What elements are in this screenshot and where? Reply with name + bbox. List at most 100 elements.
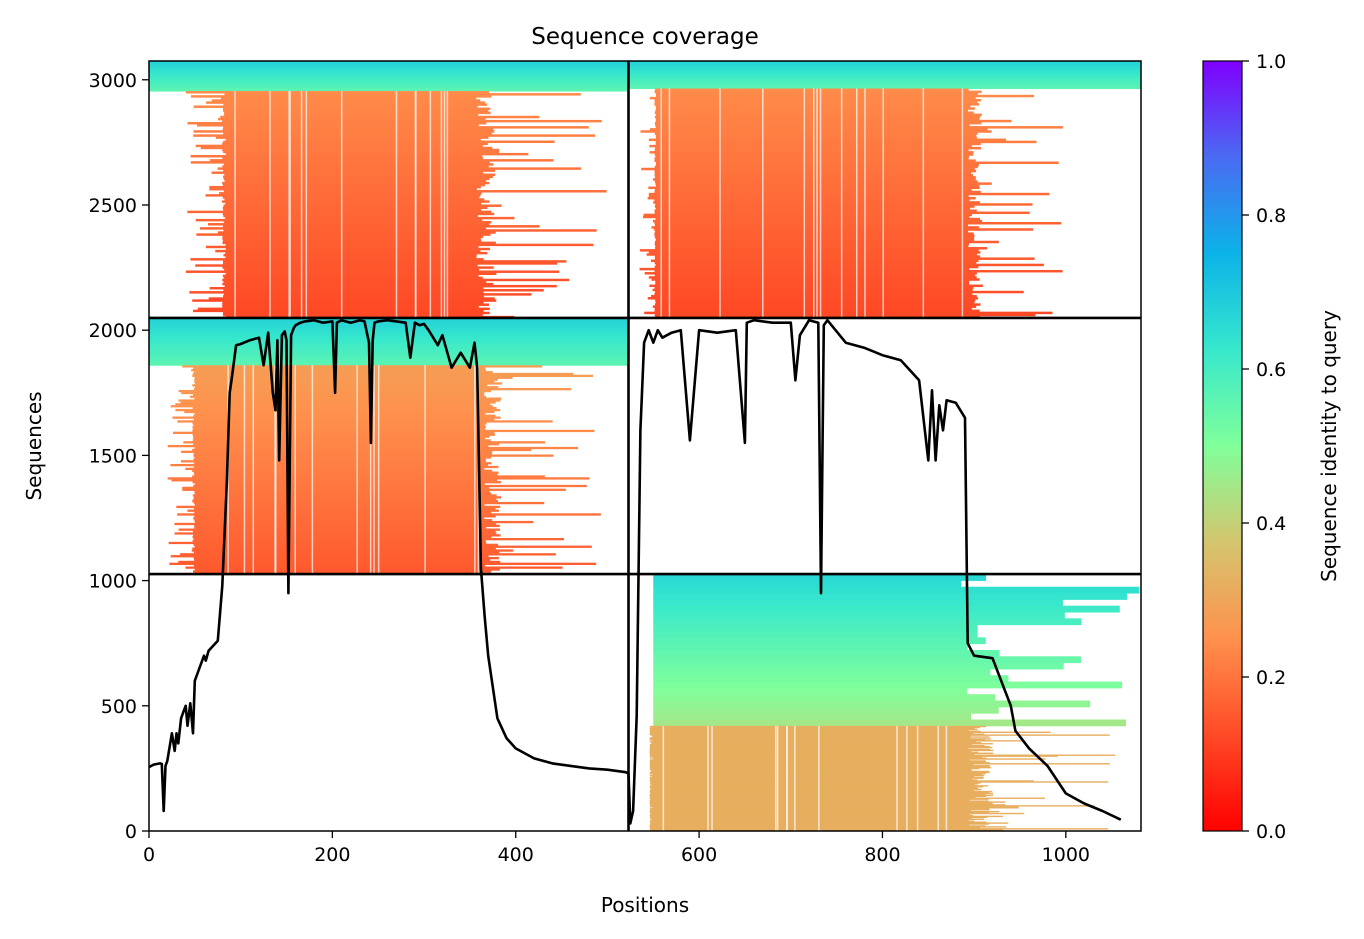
identity-row	[194, 446, 579, 450]
identity-row	[222, 212, 495, 216]
identity-row	[211, 99, 481, 102]
identity-row	[225, 138, 481, 141]
identity-row	[167, 444, 489, 448]
identity-row	[223, 276, 483, 280]
gap-streak	[840, 88, 843, 318]
identity-row	[653, 675, 1009, 683]
identity-row	[215, 249, 481, 253]
identity-row	[649, 744, 985, 747]
identity-row	[653, 605, 1120, 613]
identity-row	[223, 220, 492, 224]
identity-row	[649, 829, 1003, 831]
identity-row	[192, 530, 496, 533]
identity-row	[210, 159, 554, 162]
gap-streak	[356, 365, 358, 575]
identity-row	[649, 797, 1045, 799]
identity-row	[649, 824, 970, 826]
identity-row	[180, 553, 556, 556]
identity-row	[178, 399, 501, 402]
identity-row	[649, 810, 1000, 813]
identity-row	[194, 380, 495, 383]
identity-row	[649, 790, 993, 793]
identity-row	[149, 351, 629, 354]
identity-row	[650, 726, 980, 729]
identity-row	[649, 728, 978, 731]
identity-row	[654, 132, 978, 135]
identity-row	[223, 150, 499, 154]
identity-row	[193, 424, 486, 427]
identity-row	[149, 363, 629, 366]
identity-row	[649, 738, 991, 740]
identity-row	[205, 194, 481, 197]
identity-row	[649, 794, 994, 797]
identity-row	[650, 820, 975, 822]
identity-row	[224, 179, 487, 183]
identity-row	[223, 103, 488, 106]
identity-row	[196, 233, 491, 236]
x-tick-label: 200	[314, 844, 350, 866]
identity-row	[225, 243, 594, 247]
identity-row	[189, 395, 487, 398]
identity-row	[200, 146, 493, 150]
identity-row	[185, 91, 489, 94]
identity-row	[647, 297, 979, 300]
identity-row	[192, 299, 497, 302]
identity-row	[653, 637, 986, 645]
identity-row	[193, 465, 499, 469]
identity-row	[193, 484, 587, 488]
identity-row	[192, 539, 486, 543]
identity-row	[199, 227, 487, 230]
identity-row	[211, 171, 484, 174]
identity-row	[654, 90, 982, 94]
identity-row	[185, 270, 560, 273]
identity-row	[149, 347, 629, 350]
identity-row	[655, 290, 1024, 294]
x-tick-label: 600	[681, 844, 717, 866]
identity-row	[191, 369, 486, 372]
identity-row	[655, 119, 1012, 123]
identity-row	[655, 182, 992, 185]
identity-row	[649, 144, 972, 148]
identity-row	[651, 769, 972, 772]
identity-row	[192, 494, 497, 497]
identity-row	[650, 734, 1110, 736]
identity-row	[149, 73, 629, 76]
identity-row	[653, 593, 1127, 600]
identity-row	[628, 77, 1141, 79]
identity-row	[654, 149, 969, 152]
coverage-blocks	[149, 61, 1141, 831]
gap-streak	[922, 88, 925, 318]
identity-row	[223, 169, 496, 172]
identity-row	[651, 743, 993, 745]
identity-row	[194, 519, 493, 522]
identity-row	[651, 775, 975, 777]
identity-row	[192, 439, 491, 442]
identity-row	[193, 443, 500, 446]
identity-row	[649, 748, 991, 751]
identity-row	[223, 295, 484, 298]
identity-row	[653, 612, 1065, 619]
identity-row	[149, 343, 629, 347]
identity-row	[654, 199, 970, 202]
x-tick-label: 1000	[1042, 844, 1090, 866]
identity-row	[194, 492, 492, 495]
identity-row	[653, 713, 971, 721]
identity-row	[649, 780, 1034, 782]
colorbar-tick-label: 0.2	[1256, 667, 1286, 689]
gap-streak	[234, 91, 236, 318]
identity-row	[187, 210, 492, 214]
colorbar	[1202, 60, 1243, 832]
identity-row	[149, 88, 629, 91]
chart-title: Sequence coverage	[531, 24, 759, 50]
identity-row	[649, 762, 991, 764]
identity-row	[149, 87, 629, 90]
identity-row	[650, 817, 972, 820]
identity-row	[196, 124, 479, 127]
identity-row	[649, 778, 973, 780]
identity-row	[223, 140, 555, 144]
identity-row	[225, 202, 482, 205]
identity-row	[193, 105, 478, 108]
identity-row	[649, 128, 988, 131]
identity-row	[193, 309, 484, 313]
identity-row	[655, 207, 971, 210]
